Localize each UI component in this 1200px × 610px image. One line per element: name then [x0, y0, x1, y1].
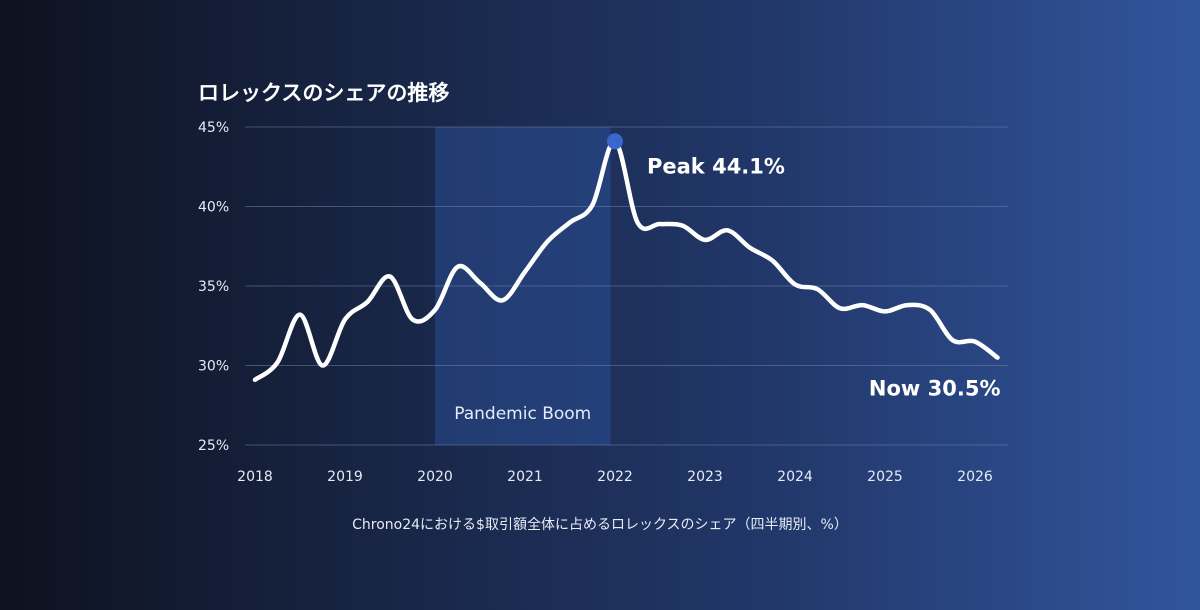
x-tick-label: 2020 [417, 469, 453, 485]
now-annotation: Now 30.5% [869, 377, 1001, 401]
x-tick-label: 2025 [867, 469, 903, 485]
peak-marker [607, 133, 623, 150]
y-tick-label: 35% [198, 279, 229, 295]
x-tick-label: 2024 [777, 469, 813, 485]
gridlines [245, 126, 1008, 446]
chart-caption: Chrono24における$取引額全体に占めるロレックスのシェア（四半期別、%） [352, 516, 848, 533]
chart-title: ロレックスのシェアの推移 [198, 81, 449, 105]
x-tick-label: 2023 [687, 469, 723, 485]
x-tick-label: 2022 [597, 469, 633, 485]
y-tick-label: 25% [198, 438, 229, 454]
y-tick-label: 45% [198, 120, 229, 136]
x-tick-label: 2021 [507, 469, 543, 485]
y-tick-label: 30% [198, 359, 229, 375]
y-tick-label: 40% [198, 200, 229, 216]
pandemic-boom-label: Pandemic Boom [454, 404, 591, 424]
x-tick-label: 2019 [327, 469, 363, 485]
rolex-share-line [252, 139, 1000, 383]
x-axis-ticks: 2018 2019 2020 2021 2022 2023 2024 2025 2026 [237, 469, 993, 485]
y-axis-ticks: 25% 30% 35% 40% 45% [198, 120, 229, 454]
x-tick-label: 2018 [237, 469, 273, 485]
x-tick-label: 2026 [957, 469, 993, 485]
peak-annotation: Peak 44.1% [647, 154, 785, 178]
